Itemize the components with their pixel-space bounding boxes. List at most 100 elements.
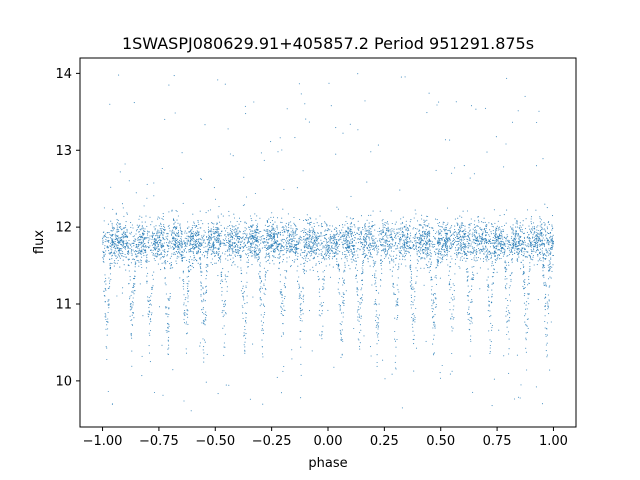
data-point [223, 342, 225, 344]
data-point [127, 250, 130, 252]
data-point [267, 255, 269, 257]
data-point [366, 242, 368, 244]
data-point [541, 247, 544, 249]
data-point [346, 222, 348, 225]
data-point [109, 286, 111, 288]
data-point [415, 267, 417, 269]
data-point [506, 278, 508, 280]
data-point [260, 314, 262, 316]
data-point [472, 228, 474, 230]
data-point [519, 230, 521, 232]
data-point [168, 84, 170, 86]
data-point [117, 229, 119, 231]
data-point [380, 241, 382, 243]
data-point [316, 244, 318, 246]
data-point [367, 234, 369, 236]
data-point [205, 311, 207, 313]
data-point [312, 228, 314, 230]
data-point [186, 242, 188, 244]
data-point [287, 229, 289, 231]
data-point [511, 239, 513, 241]
data-point [152, 233, 154, 235]
data-point [222, 327, 224, 329]
data-point [148, 310, 150, 313]
data-point [414, 296, 416, 298]
data-point [302, 286, 304, 288]
data-point [112, 229, 114, 231]
data-point [293, 235, 295, 237]
data-point [213, 255, 216, 257]
data-point [435, 303, 437, 306]
data-point [520, 268, 522, 270]
data-point [180, 232, 182, 234]
data-point [361, 287, 363, 289]
data-point [245, 236, 247, 239]
data-point [266, 236, 268, 239]
data-point [248, 226, 250, 229]
data-point [275, 245, 277, 247]
data-point [146, 257, 148, 259]
data-point [282, 300, 284, 302]
data-point [157, 246, 159, 248]
data-point [381, 260, 384, 263]
data-point [174, 244, 176, 246]
data-point [374, 280, 376, 282]
data-point [429, 245, 431, 248]
data-point [125, 224, 127, 227]
data-point [407, 228, 409, 230]
data-point [378, 322, 380, 324]
data-point [184, 232, 186, 234]
data-point [231, 225, 233, 227]
data-point [315, 218, 317, 220]
data-point [531, 241, 533, 243]
data-point [286, 229, 288, 231]
data-point [387, 250, 389, 252]
data-point [299, 235, 301, 237]
data-point [220, 243, 222, 245]
data-point [393, 259, 395, 261]
data-point [228, 210, 230, 212]
data-point [116, 239, 119, 241]
data-point [372, 238, 374, 240]
data-point [132, 304, 134, 306]
data-point [233, 261, 235, 263]
data-point [388, 247, 390, 249]
data-point [488, 296, 490, 298]
data-point [228, 235, 230, 237]
data-point [133, 235, 135, 237]
data-point [461, 253, 463, 255]
data-point [460, 225, 463, 227]
data-point [381, 220, 383, 222]
data-point [437, 256, 439, 258]
data-point [114, 262, 116, 264]
data-point [107, 318, 109, 320]
data-point [278, 254, 280, 256]
data-point [549, 369, 551, 371]
data-point [147, 300, 149, 302]
data-point [335, 249, 337, 251]
data-point [306, 214, 308, 216]
data-point [168, 313, 170, 316]
data-point [486, 241, 488, 243]
data-point [370, 244, 372, 247]
data-point [338, 240, 340, 242]
data-point [199, 244, 202, 246]
data-point [310, 241, 312, 243]
data-point [489, 344, 491, 347]
data-point [469, 355, 471, 357]
data-point [524, 244, 527, 246]
data-point [247, 259, 250, 261]
data-point [344, 262, 346, 264]
data-point [143, 233, 145, 235]
data-point [375, 286, 377, 288]
data-point [460, 246, 462, 248]
data-point [267, 229, 269, 231]
data-point [200, 281, 202, 283]
data-point [548, 221, 550, 223]
data-point [146, 282, 148, 284]
data-point [133, 293, 135, 295]
data-point [479, 227, 481, 229]
data-point [118, 237, 120, 239]
data-point [516, 220, 518, 222]
data-point [343, 240, 345, 242]
